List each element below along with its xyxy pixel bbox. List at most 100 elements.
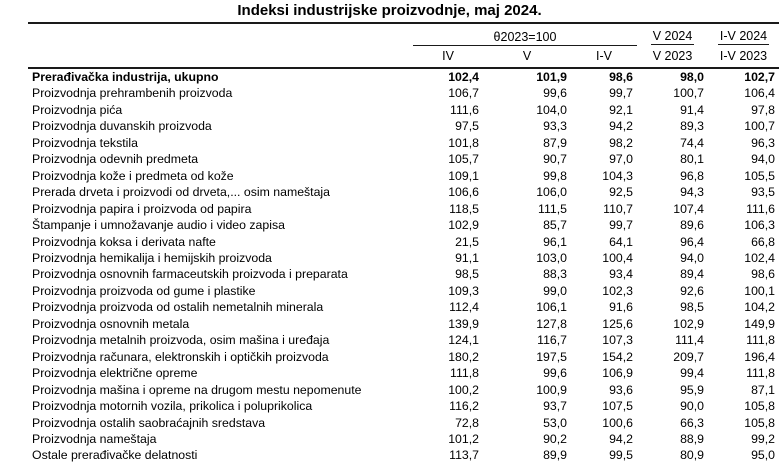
table-row: Proizvodnja osnovnih metala 139,9 127,8 125… (28, 316, 779, 332)
row-value: 93,4 (609, 267, 634, 282)
row-value: 124,1 (448, 333, 479, 348)
table-row: Proizvodnja ostalih saobraćajnih sredsta… (28, 415, 779, 431)
row-value: 109,3 (448, 283, 479, 298)
row-value: 106,3 (744, 218, 776, 233)
row-value: 100,7 (673, 86, 705, 101)
row-value: 105,8 (744, 415, 776, 430)
row-value: 96,1 (543, 234, 567, 249)
row-label: Proizvodnja osnovnih metala (32, 316, 190, 331)
row-value: 91,4 (680, 102, 705, 117)
row-value: 102,4 (448, 70, 479, 84)
period-header-iv: IV (413, 45, 483, 69)
header-spacer (28, 23, 413, 46)
row-value: 196,4 (744, 349, 776, 364)
row-value: 125,6 (602, 316, 634, 331)
row-value: 94,0 (680, 250, 705, 265)
row-label: Proizvodnja odevnih predmeta (32, 152, 199, 167)
table-row: Proizvodnja nameštaja 101,2 90,2 94,2 88,9 99… (28, 431, 779, 447)
row-value: 93,6 (609, 382, 634, 397)
row-value: 107,3 (602, 333, 634, 348)
row-label: Proizvodnja metalnih proizvoda, osim maš… (32, 333, 330, 348)
row-value: 98,2 (609, 135, 634, 150)
row-value: 149,9 (744, 316, 776, 331)
row-value: 91,1 (455, 250, 479, 265)
row-value: 104,2 (744, 300, 776, 315)
row-value: 100,6 (602, 415, 634, 430)
row-value: 106,1 (536, 300, 567, 315)
row-value: 102,9 (673, 316, 705, 331)
row-value: 89,4 (680, 267, 705, 282)
row-value: 92,6 (680, 283, 705, 298)
row-value: 90,2 (543, 431, 567, 446)
row-value: 101,8 (448, 135, 479, 150)
row-value: 72,8 (455, 415, 479, 430)
row-value: 111,8 (746, 333, 776, 348)
row-label: Proizvodnja hemikalija i hemijskih proiz… (32, 250, 272, 265)
row-value: 102,4 (744, 250, 776, 265)
table-row: Proizvodnja duvanskih proizvoda 97,5 93,3 9… (28, 118, 779, 134)
row-label: Proizvodnja osnovnih farmaceutskih proiz… (32, 267, 348, 282)
row-value: 87,1 (751, 382, 776, 397)
row-value: 99,2 (751, 431, 776, 446)
row-value: 116,7 (537, 333, 567, 348)
row-value: 99,5 (609, 448, 634, 463)
row-value: 105,8 (744, 399, 776, 414)
period-header-i-v: I-V (571, 45, 638, 69)
row-value: 66,3 (680, 415, 705, 430)
row-label: Proizvodnja pića (32, 102, 123, 117)
row-value: 101,9 (536, 70, 567, 84)
ratio-cumulative-numerator: I-V 2024 (717, 28, 770, 45)
row-label: Proizvodnja duvanskih proizvoda (32, 119, 212, 134)
table-row: Proizvodnja motornih vozila, prikolica i… (28, 398, 779, 414)
row-value: 93,5 (751, 185, 776, 200)
row-value: 80,9 (680, 448, 705, 463)
row-value: 98,0 (680, 70, 705, 84)
row-value: 97,5 (455, 119, 479, 134)
row-label: Ostale prerađivačke delatnosti (32, 448, 198, 463)
row-label: Proizvodnja koksa i derivata nafte (32, 234, 216, 249)
row-value: 106,7 (448, 86, 479, 101)
row-label: Proizvodnja nameštaja (32, 431, 157, 446)
row-value: 21,5 (455, 234, 479, 249)
row-value: 106,4 (744, 86, 776, 101)
row-value: 197,5 (536, 349, 567, 364)
row-value: 98,5 (455, 267, 479, 282)
row-value: 107,5 (602, 399, 634, 414)
ratio-header-month: V 2024 (637, 23, 708, 46)
row-label: Prerađivačka industrija, ukupno (32, 70, 219, 84)
row-label: Proizvodnja tekstila (32, 135, 138, 150)
row-value: 90,0 (680, 399, 705, 414)
row-value: 99,8 (543, 168, 567, 183)
row-value: 66,8 (751, 234, 776, 249)
table-row: Štampanje i umnožavanje audio i video za… (28, 217, 779, 233)
row-label: Proizvodnja motornih vozila, prikolica i… (32, 399, 313, 414)
table-row: Proizvodnja kože i predmeta od kože 109,1… (28, 168, 779, 184)
row-value: 94,0 (751, 152, 776, 167)
row-label: Proizvodnja mašina i opreme na drugom me… (32, 382, 362, 397)
row-value: 127,8 (536, 316, 567, 331)
row-value: 106,6 (448, 185, 479, 200)
table-row: Proizvodnja pića 111,6 104,0 92,1 91,4 97,8 (28, 102, 779, 118)
row-value: 111,6 (450, 102, 479, 117)
row-value: 85,7 (543, 218, 567, 233)
row-value: 94,2 (609, 431, 634, 446)
row-label: Prerada drveta i proizvodi od drveta,...… (32, 185, 331, 200)
table-row: Proizvodnja proizvoda od gume i plastike… (28, 283, 779, 299)
ratio-cumulative-denominator: I-V 2023 (708, 45, 779, 69)
table-row: Proizvodnja papira i proizvoda od papira… (28, 201, 779, 217)
table-row: Proizvodnja računara, elektronskih i opt… (28, 349, 779, 365)
row-label: Proizvodnja papira i proizvoda od papira (32, 201, 252, 216)
row-value: 99,7 (609, 86, 634, 101)
row-value: 98,6 (751, 267, 776, 282)
row-label: Proizvodnja kože i predmeta od kože (32, 168, 234, 183)
table-row: Proizvodnja metalnih proizvoda, osim maš… (28, 332, 779, 348)
row-value: 111,8 (450, 366, 479, 381)
table-row: Proizvodnja proizvoda od ostalih nemetal… (28, 299, 779, 315)
row-value: 112,4 (449, 300, 479, 315)
ratio-month-numerator: V 2024 (650, 28, 695, 45)
table-row: Proizvodnja tekstila 101,8 87,9 98,2 74,4 96,… (28, 135, 779, 151)
row-value: 100,7 (744, 119, 776, 134)
row-value: 89,9 (543, 448, 567, 463)
row-value: 111,5 (538, 201, 567, 216)
row-value: 94,2 (609, 119, 634, 134)
